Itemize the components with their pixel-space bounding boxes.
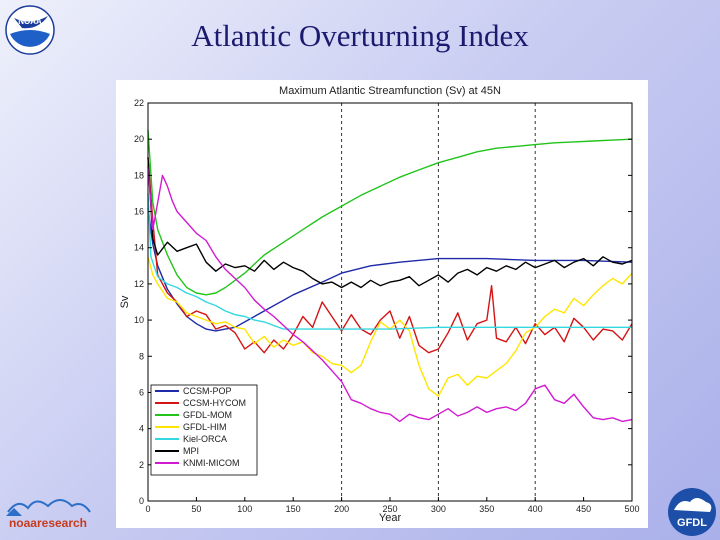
chart-panel: 0 50 100 150 200 250 300 350 400 450 500 0 2 4 6 8 10 12 1… bbox=[116, 80, 648, 528]
legend-entry: CCSM-HYCOM bbox=[183, 398, 246, 408]
gfdl-logo-text: GFDL bbox=[677, 517, 707, 529]
x-tick-label: 250 bbox=[382, 504, 397, 514]
noaa-research-logo: noaaresearch bbox=[6, 499, 91, 530]
legend-entry: MPI bbox=[183, 446, 199, 456]
y-tick-label: 14 bbox=[134, 243, 144, 253]
x-tick-label: 200 bbox=[334, 504, 349, 514]
series-line-ccsm-hycom bbox=[147, 157, 633, 354]
chart-title: Maximum Atlantic Streamfunction (Sv) at … bbox=[279, 85, 501, 97]
y-tick-label: 4 bbox=[139, 424, 144, 434]
legend-entry: CCSM-POP bbox=[183, 386, 232, 396]
y-axis-label: Sv bbox=[119, 295, 131, 308]
y-tick-label: 12 bbox=[134, 279, 144, 289]
noaa-logo: NOAA bbox=[5, 5, 55, 55]
x-tick-label: 100 bbox=[237, 504, 252, 514]
legend-entry: GFDL-HIM bbox=[183, 422, 227, 432]
noaa-logo-text: NOAA bbox=[18, 17, 42, 26]
series-line-gfdl-mom bbox=[147, 130, 633, 296]
y-tick-label: 20 bbox=[134, 134, 144, 144]
y-tick-label: 10 bbox=[134, 315, 144, 325]
y-tick-label: 8 bbox=[139, 351, 144, 361]
axis-ticks: 0 50 100 150 200 250 300 350 400 450 500 0 2 4 6 8 10 12 1… bbox=[134, 98, 640, 514]
slide-title: Atlantic Overturning Index bbox=[191, 18, 529, 53]
x-tick-label: 0 bbox=[145, 504, 150, 514]
series-line-gfdl-him bbox=[147, 256, 633, 397]
x-tick-label: 500 bbox=[624, 504, 639, 514]
legend-box bbox=[150, 384, 258, 476]
legend-entry: GFDL-MOM bbox=[183, 410, 232, 420]
x-tick-label: 300 bbox=[431, 504, 446, 514]
y-tick-label: 6 bbox=[139, 387, 144, 397]
x-tick-label: 50 bbox=[191, 504, 201, 514]
series-lines bbox=[147, 130, 633, 423]
gfdl-logo: GFDL bbox=[668, 488, 716, 536]
grid-lines bbox=[341, 103, 536, 501]
legend-entry: Kiel-ORCA bbox=[183, 434, 227, 444]
y-tick-label: 0 bbox=[139, 496, 144, 506]
y-tick-label: 2 bbox=[139, 460, 144, 470]
legend: CCSM-POP CCSM-HYCOM GFDL-MOM GFDL-HIM Kiel-O… bbox=[150, 384, 258, 476]
y-tick-label: 18 bbox=[134, 170, 144, 180]
series-line-knmi-micom bbox=[147, 166, 633, 423]
series-line-kiel-orca bbox=[147, 193, 632, 330]
legend-entry: KNMI-MICOM bbox=[183, 458, 240, 468]
y-tick-label: 22 bbox=[134, 98, 144, 108]
x-tick-label: 400 bbox=[528, 504, 543, 514]
x-tick-label: 450 bbox=[576, 504, 591, 514]
series-line-mpi bbox=[147, 157, 633, 289]
streamfunction-chart: 0 50 100 150 200 250 300 350 400 450 500 0 2 4 6 8 10 12 1… bbox=[119, 85, 640, 524]
x-axis-label: Year bbox=[379, 512, 402, 524]
y-tick-label: 16 bbox=[134, 207, 144, 217]
x-tick-label: 350 bbox=[479, 504, 494, 514]
x-tick-label: 150 bbox=[286, 504, 301, 514]
noaa-research-logo-text: noaaresearch bbox=[9, 516, 87, 530]
